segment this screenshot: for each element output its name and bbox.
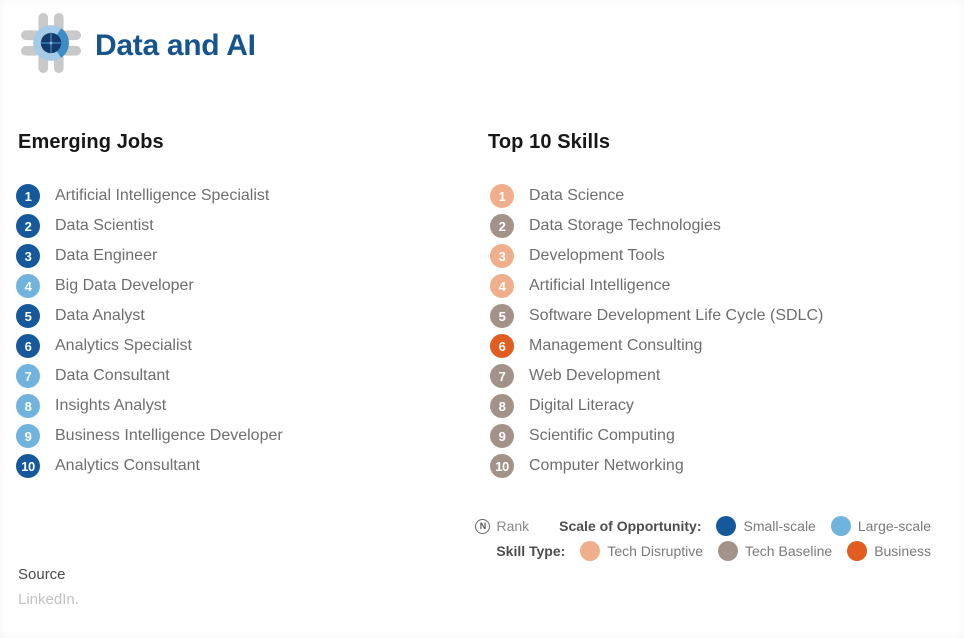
rank-badge: 4 — [490, 274, 514, 298]
rank-badge: 2 — [16, 214, 40, 238]
rank-badge: 8 — [490, 394, 514, 418]
tech-disruptive-dot-icon — [580, 541, 601, 561]
business-dot-icon — [847, 541, 868, 561]
skill-row: 9 Scientific Computing — [490, 421, 950, 451]
rank-badge: 9 — [16, 424, 40, 448]
legend-item-large-scale: Large-scale — [830, 516, 931, 536]
skill-row: 1 Data Science — [490, 181, 950, 211]
legend-row-skill-type: Skill Type: Tech Disruptive Tech Baseline… — [475, 540, 931, 562]
page-title: Data and AI — [95, 29, 256, 62]
legend: N Rank Scale of Opportunity: Small-scale… — [475, 515, 931, 565]
skill-row: 5 Software Development Life Cycle (SDLC) — [490, 301, 950, 331]
emerging-jobs-list: 1 Artificial Intelligence Specialist 2 Data… — [16, 181, 456, 481]
rank-badge: 7 — [16, 364, 40, 388]
legend-item-business: Business — [847, 541, 931, 561]
rank-badge: 3 — [16, 244, 40, 268]
job-row: 4 Big Data Developer — [16, 271, 456, 301]
rank-badge: 6 — [16, 334, 40, 358]
skill-row: 7 Web Development — [490, 361, 950, 391]
job-label: Data Engineer — [55, 247, 158, 264]
rank-badge: 10 — [16, 454, 40, 478]
tech-baseline-dot-icon — [718, 541, 739, 561]
source-label: Source — [18, 566, 66, 583]
job-row: 6 Analytics Specialist — [16, 331, 456, 361]
job-label: Analytics Consultant — [55, 457, 200, 474]
skill-label: Scientific Computing — [529, 427, 675, 444]
skill-row: 10 Computer Networking — [490, 451, 950, 481]
job-row: 2 Data Scientist — [16, 211, 456, 241]
skill-row: 3 Development Tools — [490, 241, 950, 271]
scale-of-opportunity-label: Scale of Opportunity: — [559, 518, 702, 534]
legend-item-small-scale: Small-scale — [716, 516, 816, 536]
brand-header — [20, 11, 82, 75]
job-label: Data Scientist — [55, 217, 154, 234]
rank-badge: 1 — [16, 184, 40, 208]
rank-badge: 5 — [490, 304, 514, 328]
job-row: 1 Artificial Intelligence Specialist — [16, 181, 456, 211]
source-block: Source LinkedIn. — [18, 566, 79, 608]
legend-item-tech-disruptive: Tech Disruptive — [580, 541, 703, 561]
skill-row: 8 Digital Literacy — [490, 391, 950, 421]
legend-row-scale: N Rank Scale of Opportunity: Small-scale… — [475, 515, 931, 537]
rank-badge: 6 — [490, 334, 514, 358]
skill-type-label: Skill Type: — [496, 543, 566, 559]
job-row: 3 Data Engineer — [16, 241, 456, 271]
job-row: 8 Insights Analyst — [16, 391, 456, 421]
skill-label: Development Tools — [529, 247, 665, 264]
job-row: 9 Business Intelligence Developer — [16, 421, 456, 451]
skill-label: Artificial Intelligence — [529, 277, 671, 294]
skill-label: Software Development Life Cycle (SDLC) — [529, 307, 824, 324]
rank-circle-icon: N — [475, 518, 491, 534]
job-label: Insights Analyst — [55, 397, 167, 414]
rank-badge: 2 — [490, 214, 514, 238]
skill-row: 2 Data Storage Technologies — [490, 211, 950, 241]
scale-swatches: Small-scale Large-scale — [701, 516, 931, 536]
job-label: Business Intelligence Developer — [55, 427, 283, 444]
small-scale-dot-icon — [716, 516, 737, 536]
job-row: 7 Data Consultant — [16, 361, 456, 391]
skill-label: Data Storage Technologies — [529, 217, 721, 234]
large-scale-dot-icon — [830, 516, 851, 536]
rank-badge: 3 — [490, 244, 514, 268]
job-row: 5 Data Analyst — [16, 301, 456, 331]
top-skills-heading: Top 10 Skills — [488, 131, 611, 153]
rank-badge: 1 — [490, 184, 514, 208]
job-label: Big Data Developer — [55, 277, 194, 294]
skill-label: Digital Literacy — [529, 397, 634, 414]
skill-row: 6 Management Consulting — [490, 331, 950, 361]
rank-badge: 8 — [16, 394, 40, 418]
rank-badge: 5 — [16, 304, 40, 328]
rank-key-label: Rank — [496, 518, 530, 534]
emerging-jobs-heading: Emerging Jobs — [18, 131, 164, 153]
source-value: LinkedIn. — [18, 591, 79, 608]
job-row: 10 Analytics Consultant — [16, 451, 456, 481]
top-skills-list: 1 Data Science 2 Data Storage Technologies 3… — [490, 181, 950, 481]
rank-badge: 7 — [490, 364, 514, 388]
legend-item-label: Tech Disruptive — [607, 543, 704, 559]
job-label: Data Analyst — [55, 307, 145, 324]
skill-label: Data Science — [529, 187, 625, 204]
job-label: Analytics Specialist — [55, 337, 192, 354]
legend-item-label: Business — [874, 543, 931, 559]
skill-type-swatches: Tech Disruptive Tech Baseline Business — [565, 541, 931, 561]
rank-badge: 9 — [490, 424, 514, 448]
legend-item-label: Large-scale — [857, 518, 931, 534]
legend-item-label: Tech Baseline — [745, 543, 833, 559]
rank-badge: 4 — [16, 274, 40, 298]
rank-key: N Rank — [475, 518, 529, 534]
legend-item-tech-baseline: Tech Baseline — [718, 541, 832, 561]
skill-label: Web Development — [529, 367, 661, 384]
job-label: Artificial Intelligence Specialist — [55, 187, 270, 204]
skill-label: Computer Networking — [529, 457, 684, 474]
job-label: Data Consultant — [55, 367, 170, 384]
skill-label: Management Consulting — [529, 337, 703, 354]
skill-row: 4 Artificial Intelligence — [490, 271, 950, 301]
rank-badge: 10 — [490, 454, 514, 478]
data-and-ai-logo — [20, 12, 82, 74]
legend-item-label: Small-scale — [743, 518, 816, 534]
